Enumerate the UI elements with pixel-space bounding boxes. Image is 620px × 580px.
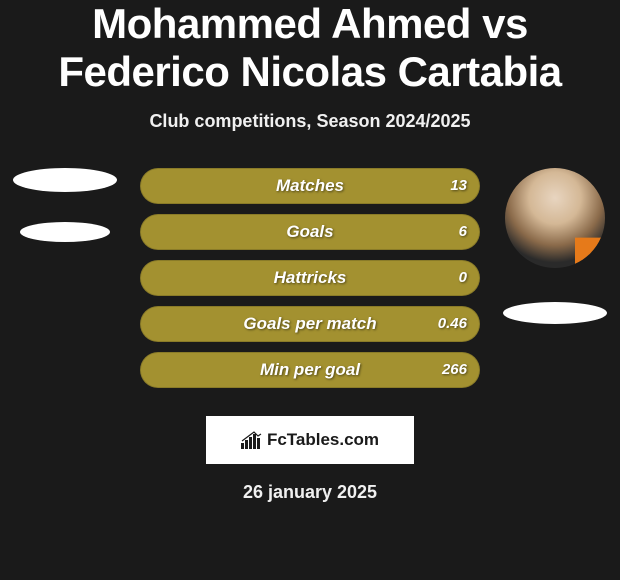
- comparison-panel: Matches13 Goals6 Hattricks0 Goals per match…: [0, 168, 620, 408]
- player-left-column: [0, 168, 130, 242]
- date-label: 26 january 2025: [0, 482, 620, 503]
- stat-row: Matches13: [140, 168, 480, 204]
- stat-value-right: 0.46: [438, 307, 467, 341]
- stat-value-right: 0: [459, 261, 467, 295]
- subtitle: Club competitions, Season 2024/2025: [0, 111, 620, 132]
- stat-value-right: 13: [450, 169, 467, 203]
- logo-text: FcTables.com: [267, 430, 379, 450]
- stat-label: Min per goal: [141, 353, 479, 387]
- stat-row: Hattricks0: [140, 260, 480, 296]
- player-left-name-placeholder: [20, 222, 110, 242]
- infographic-container: Mohammed Ahmed vs Federico Nicolas Carta…: [0, 0, 620, 580]
- player-right-name-placeholder: [503, 302, 607, 324]
- stat-label: Goals per match: [141, 307, 479, 341]
- player-right-column: [490, 168, 620, 324]
- logo-box: FcTables.com: [206, 416, 414, 464]
- stat-row: Min per goal266: [140, 352, 480, 388]
- stat-row: Goals per match0.46: [140, 306, 480, 342]
- stat-label: Goals: [141, 215, 479, 249]
- stat-row: Goals6: [140, 214, 480, 250]
- logo-chart-icon: [241, 431, 263, 449]
- stat-value-right: 266: [442, 353, 467, 387]
- stat-value-right: 6: [459, 215, 467, 249]
- stat-label: Matches: [141, 169, 479, 203]
- stat-label: Hattricks: [141, 261, 479, 295]
- stat-bars: Matches13 Goals6 Hattricks0 Goals per match…: [140, 168, 480, 398]
- page-title: Mohammed Ahmed vs Federico Nicolas Carta…: [0, 0, 620, 97]
- player-left-avatar-placeholder: [13, 168, 117, 192]
- player-right-avatar: [505, 168, 605, 268]
